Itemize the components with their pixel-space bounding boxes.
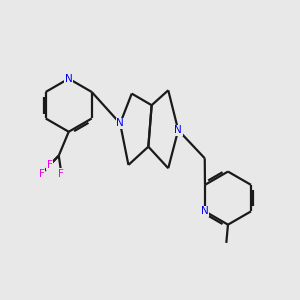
Text: N: N <box>201 206 209 216</box>
Text: F: F <box>39 169 44 179</box>
Text: N: N <box>116 118 124 128</box>
Text: N: N <box>65 74 73 84</box>
Text: F: F <box>58 169 64 179</box>
Text: F: F <box>46 160 52 170</box>
Text: N: N <box>174 125 182 135</box>
